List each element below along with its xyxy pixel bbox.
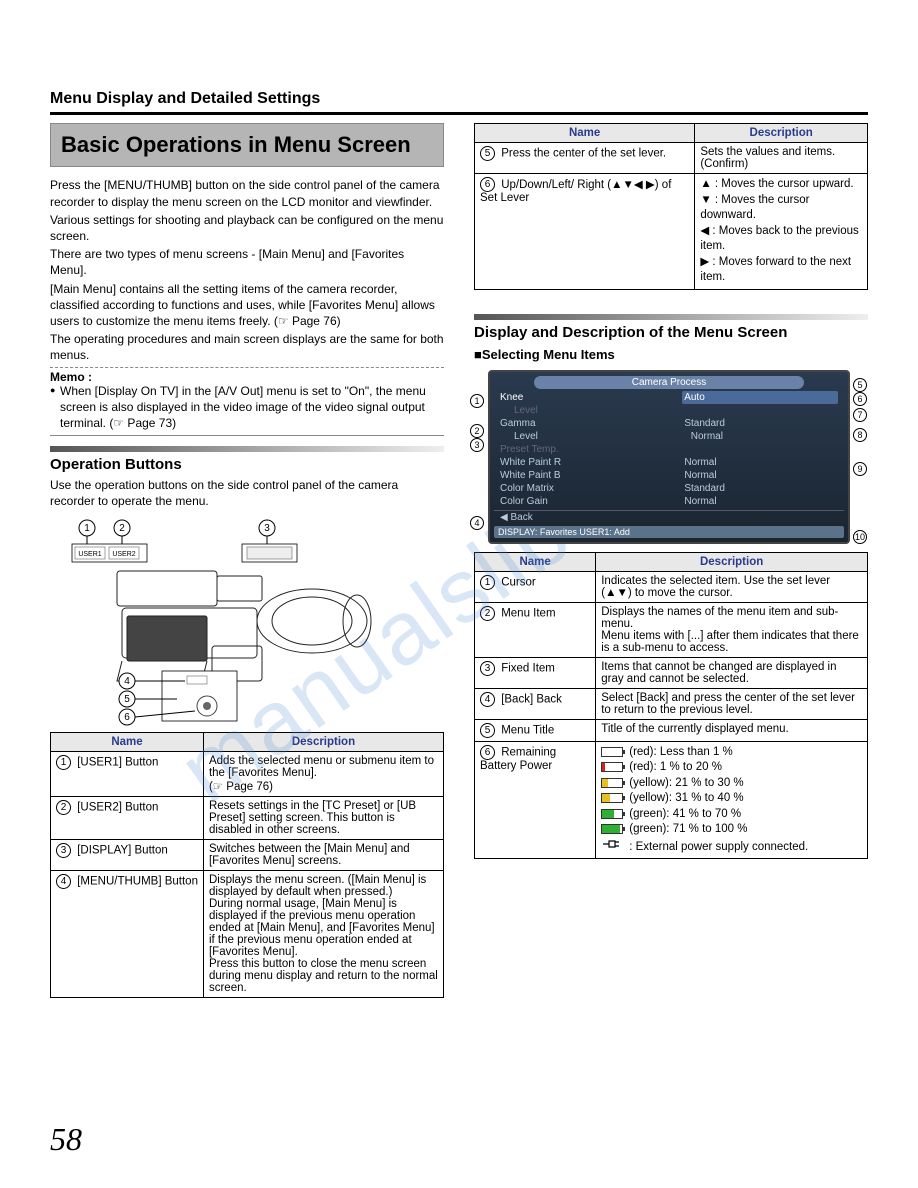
left-column: Basic Operations in Menu Screen Press th… [50, 123, 444, 998]
table-row-desc: Adds the selected menu or submenu item t… [203, 751, 443, 796]
operation-buttons-heading: Operation Buttons [50, 456, 444, 473]
table-row-name: 6 Remaining Battery Power [475, 741, 596, 859]
menu-bottom-bar: DISPLAY: Favorites USER1: Add [494, 526, 844, 538]
table-row-name: 4 [MENU/THUMB] Button [51, 870, 204, 997]
table3-header-desc: Description [596, 552, 868, 571]
selecting-menu-heading: ■Selecting Menu Items [474, 347, 868, 362]
svg-text:1: 1 [84, 523, 90, 534]
display-description-heading: Display and Description of the Menu Scre… [474, 324, 868, 341]
svg-text:2: 2 [119, 523, 125, 534]
table3-header-name: Name [475, 552, 596, 571]
intro-para-5: The operating procedures and main screen… [50, 331, 444, 363]
svg-text:4: 4 [124, 676, 130, 687]
table-row-name: 2 Menu Item [475, 602, 596, 657]
menu-row: LevelNormal [494, 430, 844, 443]
menu-row: KneeAuto [494, 391, 844, 404]
menu-row: White Paint RNormal [494, 456, 844, 469]
right-column: Name Description 5 Press the center of t… [474, 123, 868, 998]
camera-diagram: 1 2 3 USER1 USER2 [50, 516, 444, 726]
menu-screenshot: Camera Process KneeAutoLevelGammaStandar… [488, 370, 850, 544]
table-row-desc: Sets the values and items. (Confirm) [695, 143, 868, 174]
gradient-divider [50, 446, 444, 452]
memo-text: When [Display On TV] in the [A/V Out] me… [50, 384, 444, 431]
svg-text:3: 3 [264, 523, 270, 534]
intro-para-1: Press the [MENU/THUMB] button on the sid… [50, 177, 444, 209]
menu-row: Color GainNormal [494, 495, 844, 508]
intro-para-3: There are two types of menu screens - [M… [50, 246, 444, 278]
table-row-desc: Title of the currently displayed menu. [596, 719, 868, 741]
menu-row: White Paint BNormal [494, 469, 844, 482]
intro-para-2: Various settings for shooting and playba… [50, 212, 444, 244]
table-row-name: 1 [USER1] Button [51, 751, 204, 796]
svg-text:6: 6 [124, 712, 130, 723]
svg-text:USER2: USER2 [112, 551, 135, 558]
table-row-name: 3 [DISPLAY] Button [51, 839, 204, 870]
svg-text:USER1: USER1 [78, 551, 101, 558]
menu-row: GammaStandard [494, 417, 844, 430]
table-row-name: 2 [USER2] Button [51, 796, 204, 839]
operation-buttons-subtext: Use the operation buttons on the side co… [50, 477, 444, 509]
memo-label: Memo : [50, 367, 444, 384]
table2-header-name: Name [475, 124, 695, 143]
table-row-name: 5 Menu Title [475, 719, 596, 741]
table-row-desc: Displays the names of the menu item and … [596, 602, 868, 657]
menu-row: Preset Temp. [494, 443, 844, 456]
menu-row: Color MatrixStandard [494, 482, 844, 495]
intro-para-4: [Main Menu] contains all the setting ite… [50, 281, 444, 330]
menu-row: Level [494, 404, 844, 417]
table-row-desc: Indicates the selected item. Use the set… [596, 571, 868, 602]
page-title: Basic Operations in Menu Screen [50, 123, 444, 167]
table-row-desc: Displays the menu screen. ([Main Menu] i… [203, 870, 443, 997]
gradient-divider-2 [474, 314, 868, 320]
menu-title-bar: Camera Process [534, 376, 804, 389]
menu-screenshot-wrap: 1 2 3 4 5 6 7 8 9 10 Camera Process Knee… [474, 370, 868, 544]
page-number: 58 [50, 1121, 82, 1158]
table-row-name: 1 Cursor [475, 571, 596, 602]
table-row-desc: Select [Back] and press the center of th… [596, 688, 868, 719]
table-row-desc: (red): Less than 1 %(red): 1 % to 20 %(y… [596, 741, 868, 859]
table-row-name: 3 Fixed Item [475, 657, 596, 688]
svg-text:5: 5 [124, 694, 130, 705]
table-row-desc: ▲ : Moves the cursor upward.▼ : Moves th… [695, 174, 868, 290]
table-row-name: 4 [Back] Back [475, 688, 596, 719]
table2-header-desc: Description [695, 124, 868, 143]
table1-header-name: Name [51, 732, 204, 751]
set-lever-table: Name Description 5 Press the center of t… [474, 123, 868, 290]
table-row-desc: Items that cannot be changed are display… [596, 657, 868, 688]
section-header: Menu Display and Detailed Settings [50, 90, 868, 115]
menu-description-table: Name Description 1 CursorIndicates the s… [474, 552, 868, 860]
table-row-desc: Switches between the [Main Menu] and [Fa… [203, 839, 443, 870]
operation-buttons-table: Name Description 1 [USER1] ButtonAdds th… [50, 732, 444, 998]
table-row-name: 6 Up/Down/Left/ Right (▲▼◀ ▶) of Set Lev… [475, 174, 695, 290]
table1-header-desc: Description [203, 732, 443, 751]
menu-back-row: ◀ Back [494, 510, 844, 524]
table-row-desc: Resets settings in the [TC Preset] or [U… [203, 796, 443, 839]
table-row-name: 5 Press the center of the set lever. [475, 143, 695, 174]
